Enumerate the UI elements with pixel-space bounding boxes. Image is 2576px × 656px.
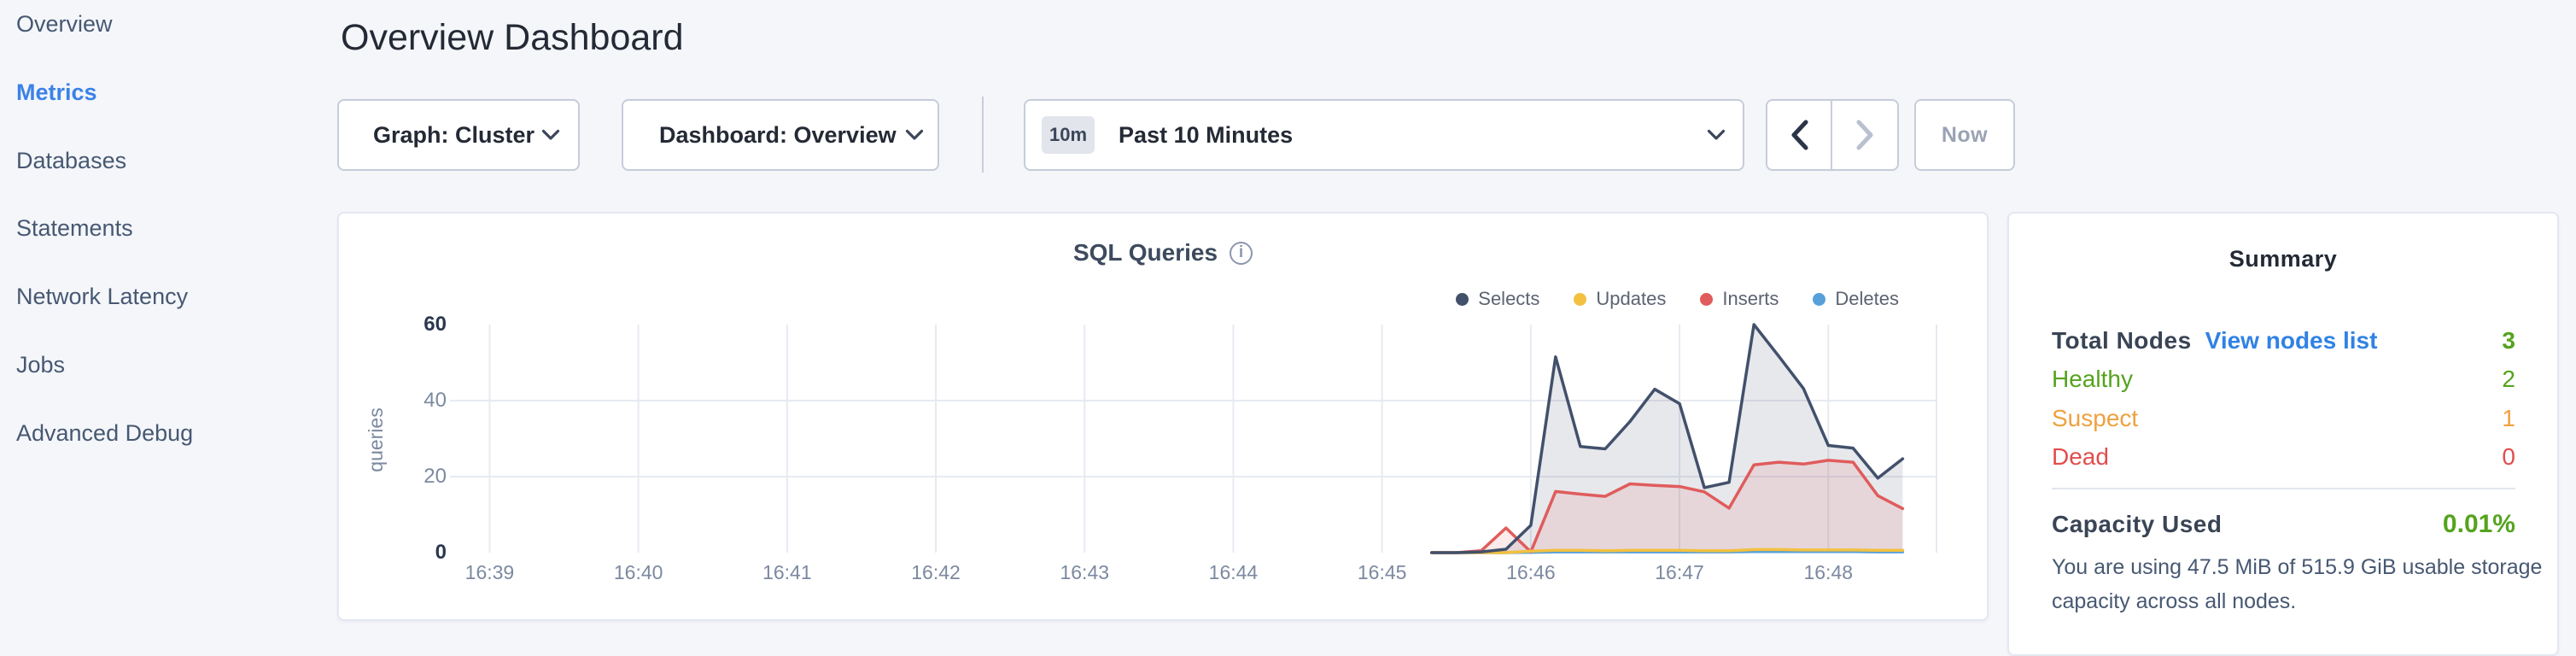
x-axis-tick-label: 16:48 bbox=[1803, 561, 1854, 583]
legend-label: Selects bbox=[1478, 288, 1540, 309]
legend-dot bbox=[1700, 292, 1714, 306]
graph-scope-label: Graph: Cluster bbox=[373, 121, 535, 148]
node-status-rows: Healthy 2 Suspect 1 Dead 0 bbox=[2052, 360, 2515, 477]
view-nodes-list-link[interactable]: View nodes list bbox=[2205, 326, 2378, 354]
x-axis-tick-label: 16:40 bbox=[613, 561, 663, 583]
legend-dot bbox=[1456, 292, 1469, 306]
node-status-row-healthy: Healthy 2 bbox=[2052, 360, 2515, 400]
node-status-row-suspect: Suspect 1 bbox=[2052, 399, 2515, 438]
node-status-label: Suspect bbox=[2052, 404, 2139, 431]
legend-item-updates[interactable]: Updates bbox=[1574, 288, 1666, 310]
sidebar-nav: Overview Metrics Databases Statements Networ… bbox=[16, 7, 298, 484]
now-button[interactable]: Now bbox=[1914, 99, 2015, 171]
legend-label: Inserts bbox=[1722, 288, 1779, 309]
sidebar-item-advanced-debug[interactable]: Advanced Debug bbox=[16, 419, 194, 446]
capacity-description: You are using 47.5 MiB of 515.9 GiB usab… bbox=[2052, 555, 2543, 613]
x-axis-tick-label: 16:42 bbox=[911, 561, 961, 583]
sidebar-item-network-latency[interactable]: Network Latency bbox=[16, 284, 189, 310]
x-axis-tick-label: 16:41 bbox=[762, 561, 812, 583]
legend-item-inserts[interactable]: Inserts bbox=[1700, 288, 1779, 310]
y-axis-tick-label: 0 bbox=[435, 541, 447, 564]
x-axis-tick-label: 16:47 bbox=[1655, 561, 1704, 583]
time-window-arrows bbox=[1766, 99, 1899, 171]
x-axis-tick-label: 16:43 bbox=[1060, 561, 1110, 583]
time-range-picker[interactable]: 10m Past 10 Minutes bbox=[1024, 99, 1744, 171]
node-status-row-dead: Dead 0 bbox=[2052, 438, 2515, 477]
x-axis-tick-label: 16:46 bbox=[1506, 561, 1556, 583]
capacity-used-value: 0.01% bbox=[2442, 510, 2515, 538]
next-time-window-button[interactable] bbox=[1832, 101, 1897, 169]
sql-queries-plot[interactable] bbox=[450, 323, 1937, 554]
dashboard-dropdown[interactable]: Dashboard: Overview bbox=[622, 99, 939, 171]
total-nodes-row: Total Nodes View nodes list 3 bbox=[2052, 321, 2515, 360]
chart-title: SQL Queries bbox=[1072, 239, 1218, 266]
node-status-value: 2 bbox=[2502, 366, 2515, 393]
x-axis-tick-label: 16:45 bbox=[1357, 561, 1407, 583]
legend-item-selects[interactable]: Selects bbox=[1456, 288, 1539, 310]
info-icon[interactable]: i bbox=[1230, 241, 1253, 265]
sidebar-item-overview[interactable]: Overview bbox=[16, 11, 113, 37]
y-axis-tick-label: 20 bbox=[423, 465, 447, 488]
page-title: Overview Dashboard bbox=[341, 17, 684, 58]
node-status-label: Healthy bbox=[2052, 366, 2133, 393]
graph-scope-dropdown[interactable]: Graph: Cluster bbox=[337, 99, 580, 171]
legend-label: Deletes bbox=[1835, 288, 1899, 309]
total-nodes-label: Total Nodes bbox=[2052, 326, 2192, 354]
previous-time-window-button[interactable] bbox=[1767, 101, 1833, 169]
summary-heading: Summary bbox=[2228, 246, 2338, 272]
legend-dot bbox=[1813, 292, 1826, 306]
legend-dot bbox=[1574, 292, 1587, 306]
summary-divider bbox=[2052, 488, 2515, 489]
chevron-left-icon bbox=[1791, 120, 1808, 150]
x-axis-tick-label: 16:39 bbox=[464, 561, 515, 583]
summary-body: Total Nodes View nodes list 3 Healthy 2 Su… bbox=[2052, 321, 2542, 618]
node-status-value: 1 bbox=[2502, 404, 2515, 431]
sidebar-item-statements[interactable]: Statements bbox=[16, 215, 133, 242]
legend-item-deletes[interactable]: Deletes bbox=[1813, 288, 1899, 310]
node-status-label: Dead bbox=[2052, 443, 2109, 471]
chart-title-row: SQL Queries i bbox=[339, 239, 1987, 266]
chevron-down-icon bbox=[905, 129, 924, 141]
sql-queries-chart-card: SQL Queries i Selects Updates Inserts Delet… bbox=[337, 212, 1989, 621]
sidebar-item-jobs[interactable]: Jobs bbox=[16, 351, 66, 378]
capacity-used-label: Capacity Used bbox=[2052, 511, 2223, 537]
time-range-badge: 10m bbox=[1042, 116, 1095, 154]
chevron-right-icon bbox=[1856, 120, 1872, 150]
cluster-summary-panel: Summary Total Nodes View nodes list 3 He… bbox=[2007, 212, 2559, 656]
overview-dashboard-page: { "sidebar": { "items": [ { "label": "Ov… bbox=[16, 7, 2559, 656]
y-axis-tick-label: 40 bbox=[423, 389, 447, 412]
y-axis-tick-label: 60 bbox=[423, 313, 447, 336]
chevron-down-icon bbox=[1707, 129, 1726, 141]
legend-label: Updates bbox=[1596, 288, 1667, 309]
sidebar-item-databases[interactable]: Databases bbox=[16, 147, 127, 173]
dashboard-label: Dashboard: Overview bbox=[659, 121, 897, 148]
chevron-down-icon bbox=[541, 129, 560, 141]
node-status-value: 0 bbox=[2502, 443, 2515, 471]
time-range-label: Past 10 Minutes bbox=[1119, 121, 1294, 148]
capacity-used-row: Capacity Used 0.01% bbox=[2052, 508, 2515, 541]
toolbar-divider bbox=[982, 97, 984, 173]
total-nodes-value: 3 bbox=[2502, 326, 2515, 354]
chart-legend: Selects Updates Inserts Deletes bbox=[1456, 288, 1899, 310]
now-button-label: Now bbox=[1941, 122, 1989, 147]
sidebar-item-metrics[interactable]: Metrics bbox=[16, 79, 97, 105]
x-axis-tick-label: 16:44 bbox=[1208, 561, 1259, 583]
